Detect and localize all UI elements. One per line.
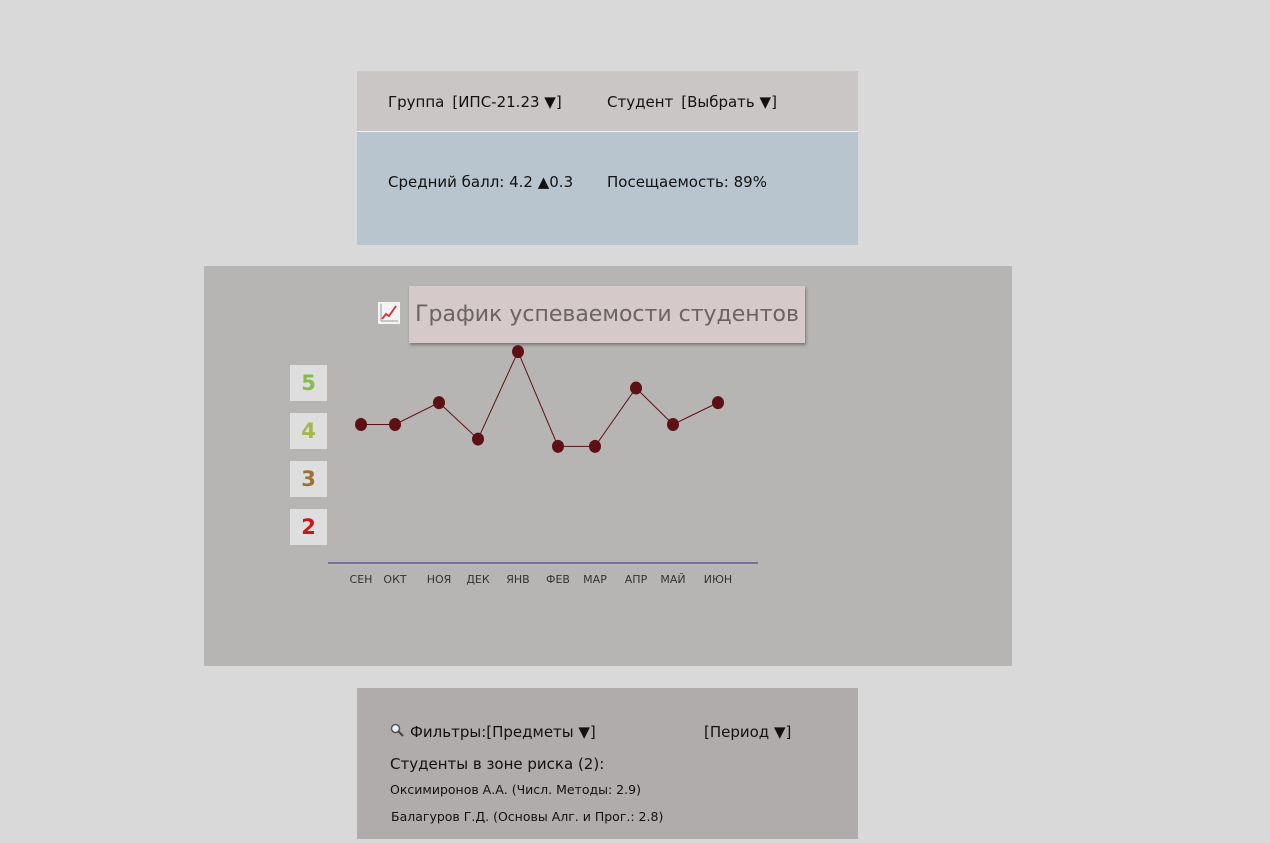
risk-students-title: Студенты в зоне риска (2): bbox=[390, 755, 605, 773]
summary-panel: Группа [ИПС-21.23 ▼] Студент [Выбрать ▼] С… bbox=[357, 71, 858, 245]
data-point-НОЯ bbox=[433, 396, 445, 410]
grade-tile-2: 2 bbox=[290, 509, 327, 545]
data-point-ИЮН bbox=[712, 396, 724, 410]
x-tick-label: ЯНВ bbox=[506, 573, 529, 586]
data-point-ОКТ bbox=[389, 418, 401, 431]
filters-row: Фильтры:[Предметы ▼] bbox=[390, 723, 596, 741]
subjects-dropdown[interactable]: [Предметы ▼] bbox=[486, 723, 596, 741]
data-point-АПР bbox=[630, 381, 642, 395]
performance-line-chart: СЕН ОКТ НОЯ ДЕК ЯНВ ФЕВ МАР АПР МАЙ ИЮН bbox=[328, 345, 758, 586]
filter-panel: Фильтры:[Предметы ▼] [Период ▼] Студенты… bbox=[357, 688, 858, 839]
data-point-МАР bbox=[589, 439, 601, 453]
group-label: Группа bbox=[388, 93, 445, 111]
x-tick-label: ОКТ bbox=[383, 573, 406, 586]
grade-tile-5: 5 bbox=[290, 365, 327, 401]
data-point-МАЙ bbox=[667, 418, 679, 431]
group-dropdown[interactable]: [ИПС-21.23 ▼] bbox=[452, 93, 562, 111]
grade-tile-3: 3 bbox=[290, 461, 327, 497]
chart-title: График успеваемости студентов bbox=[409, 286, 805, 343]
chart-increasing-icon bbox=[378, 302, 400, 324]
grade-label: 5 bbox=[301, 371, 316, 395]
data-point-ФЕВ bbox=[552, 439, 564, 453]
series-line bbox=[361, 350, 719, 447]
filters-label: Фильтры: bbox=[410, 723, 487, 741]
x-tick-label: ФЕВ bbox=[546, 573, 570, 586]
average-grade-stat: Средний балл: 4.2 ▲0.3 bbox=[388, 173, 574, 191]
data-point-ДЕК bbox=[472, 432, 484, 446]
x-tick-label: МАЙ bbox=[660, 573, 685, 586]
risk-student-row[interactable]: Оксимиронов А.А. (Числ. Методы: 2.9) bbox=[390, 782, 641, 797]
group-selector[interactable]: Группа [ИПС-21.23 ▼] bbox=[388, 93, 562, 111]
chart-panel: График успеваемости студентов 5 4 3 2 СЕ… bbox=[204, 266, 1012, 666]
x-tick-label: МАР bbox=[583, 573, 607, 586]
student-selector[interactable]: Студент [Выбрать ▼] bbox=[607, 93, 777, 111]
series-group bbox=[355, 345, 724, 453]
grade-label: 4 bbox=[301, 419, 316, 443]
grade-label: 2 bbox=[301, 515, 316, 539]
x-tick-label: НОЯ bbox=[427, 573, 452, 586]
x-tick-label: ИЮН bbox=[704, 573, 732, 586]
student-dropdown[interactable]: [Выбрать ▼] bbox=[681, 93, 777, 111]
stats-bar: Средний балл: 4.2 ▲0.3 Посещаемость: 89% bbox=[357, 132, 858, 245]
grade-tile-4: 4 bbox=[290, 413, 327, 449]
grade-label: 3 bbox=[301, 467, 316, 491]
x-tick-label: ДЕК bbox=[466, 573, 490, 586]
risk-student-row[interactable]: Балагуров Г.Д. (Основы Алг. и Прог.: 2.8… bbox=[391, 809, 664, 824]
student-label: Студент bbox=[607, 93, 674, 111]
x-tick-label: СЕН bbox=[350, 573, 373, 586]
selector-bar: Группа [ИПС-21.23 ▼] Студент [Выбрать ▼] bbox=[357, 71, 858, 132]
data-point-ЯНВ bbox=[512, 345, 524, 359]
x-tick-labels: СЕН ОКТ НОЯ ДЕК ЯНВ ФЕВ МАР АПР МАЙ ИЮН bbox=[350, 573, 733, 586]
search-icon[interactable] bbox=[390, 723, 404, 741]
data-point-СЕН bbox=[355, 418, 367, 431]
x-tick-label: АПР bbox=[625, 573, 648, 586]
attendance-stat: Посещаемость: 89% bbox=[607, 173, 767, 191]
period-dropdown[interactable]: [Период ▼] bbox=[704, 723, 792, 741]
